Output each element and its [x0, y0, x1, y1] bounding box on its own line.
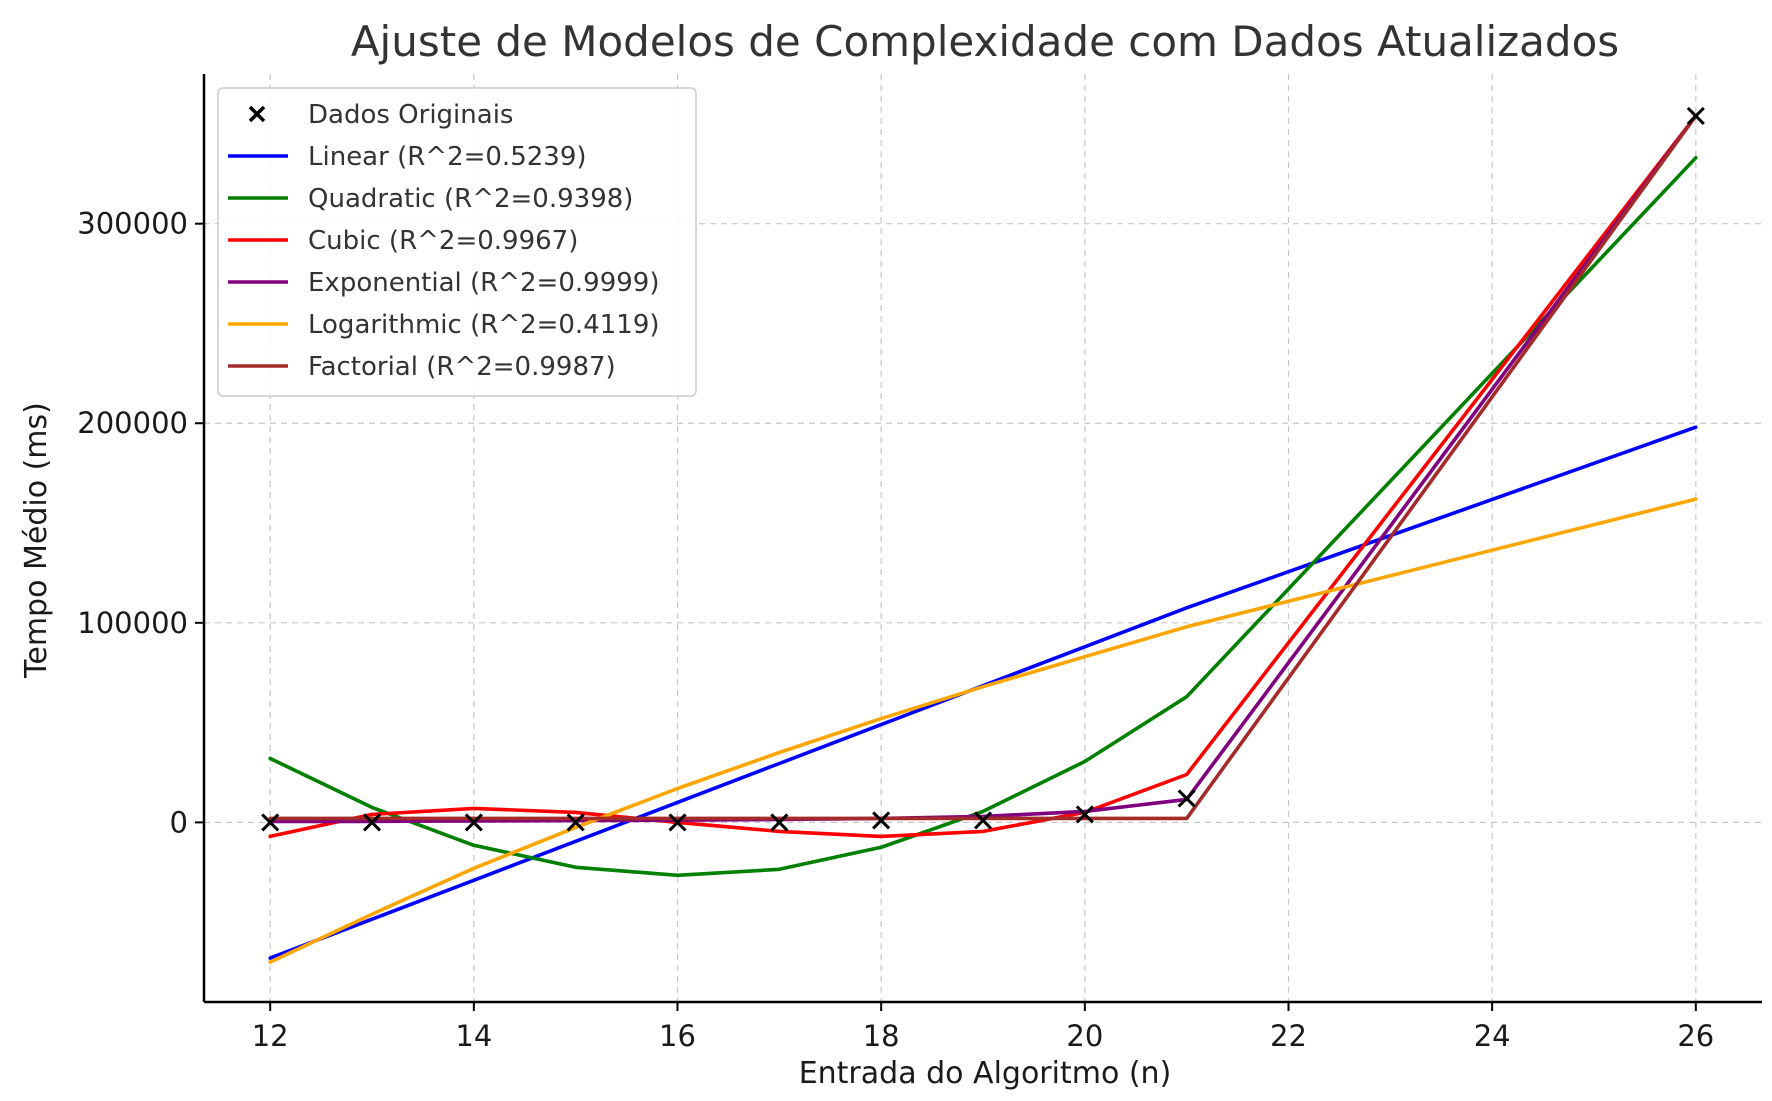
x-tick-label: 24 — [1474, 1019, 1511, 1053]
marker-stroke — [770, 813, 789, 832]
legend-label: Cubic (R^2=0.9967) — [308, 226, 578, 256]
marker-stroke — [1177, 789, 1196, 808]
y-axis-label: Tempo Médio (ms) — [19, 402, 54, 679]
y-tick-label: 200000 — [77, 406, 188, 440]
marker-stroke — [1686, 106, 1705, 125]
x-axis-ticks: 12 14 16 18 20 22 24 26 — [252, 1002, 1714, 1053]
marker-stroke — [566, 813, 585, 832]
series-layer — [268, 114, 1698, 964]
data-point-marker — [1177, 789, 1196, 808]
x-tick-label: 16 — [659, 1019, 696, 1053]
series-line-cubic — [268, 114, 1698, 839]
data-point-marker — [973, 811, 993, 830]
data-point-marker — [464, 813, 483, 832]
y-axis-ticks: 0 100000 200000 300000 — [77, 207, 204, 839]
x-tick-label: 18 — [863, 1019, 900, 1053]
y-tick-label: 300000 — [77, 207, 188, 241]
x-axis-label: Entrada do Algoritmo (n) — [799, 1056, 1172, 1091]
marker-stroke — [973, 811, 993, 830]
chart-title: Ajuste de Modelos de Complexidade com Da… — [351, 17, 1619, 66]
x-tick-label: 20 — [1066, 1019, 1103, 1053]
marker-stroke — [248, 105, 266, 123]
marker-stroke — [261, 813, 280, 832]
y-tick-label: 100000 — [77, 606, 188, 640]
x-tick-label: 12 — [252, 1019, 289, 1053]
legend-box — [217, 87, 697, 397]
data-point-marker — [770, 813, 789, 832]
marker-stroke — [668, 813, 687, 832]
legend-label: Linear (R^2=0.5239) — [308, 142, 587, 172]
marker-stroke — [1075, 805, 1094, 824]
data-point-marker — [566, 813, 585, 832]
legend-label: Logarithmic (R^2=0.4119) — [308, 310, 660, 340]
legend-marker-icon — [248, 105, 266, 123]
x-tick-label: 22 — [1270, 1019, 1307, 1053]
marker-stroke — [464, 813, 483, 832]
x-tick-label: 14 — [455, 1019, 492, 1053]
axes — [202, 74, 1762, 1004]
series-line-logarithmic — [268, 497, 1698, 964]
series-line-linear — [268, 425, 1698, 960]
data-point-marker — [1686, 106, 1705, 125]
data-point-marker — [872, 811, 891, 830]
legend: Dados Originais Linear (R^2=0.5239) Quadra… — [217, 87, 697, 397]
legend-label: Quadratic (R^2=0.9398) — [308, 184, 633, 214]
data-point-marker — [668, 813, 687, 832]
y-tick-label: 0 — [170, 805, 188, 839]
data-point-marker — [1075, 805, 1094, 824]
series-line-factorial — [268, 114, 1698, 821]
legend-label: Exponential (R^2=0.9999) — [308, 268, 659, 298]
x-tick-label: 26 — [1677, 1019, 1714, 1053]
legend-label: Factorial (R^2=0.9987) — [308, 352, 616, 382]
data-point-marker — [261, 813, 280, 832]
marker-stroke — [362, 813, 382, 832]
scatter-layer — [261, 106, 1705, 832]
legend-label: Dados Originais — [308, 100, 513, 130]
series-line-quadratic — [268, 156, 1698, 878]
marker-stroke — [872, 811, 891, 830]
data-point-marker — [362, 813, 382, 832]
